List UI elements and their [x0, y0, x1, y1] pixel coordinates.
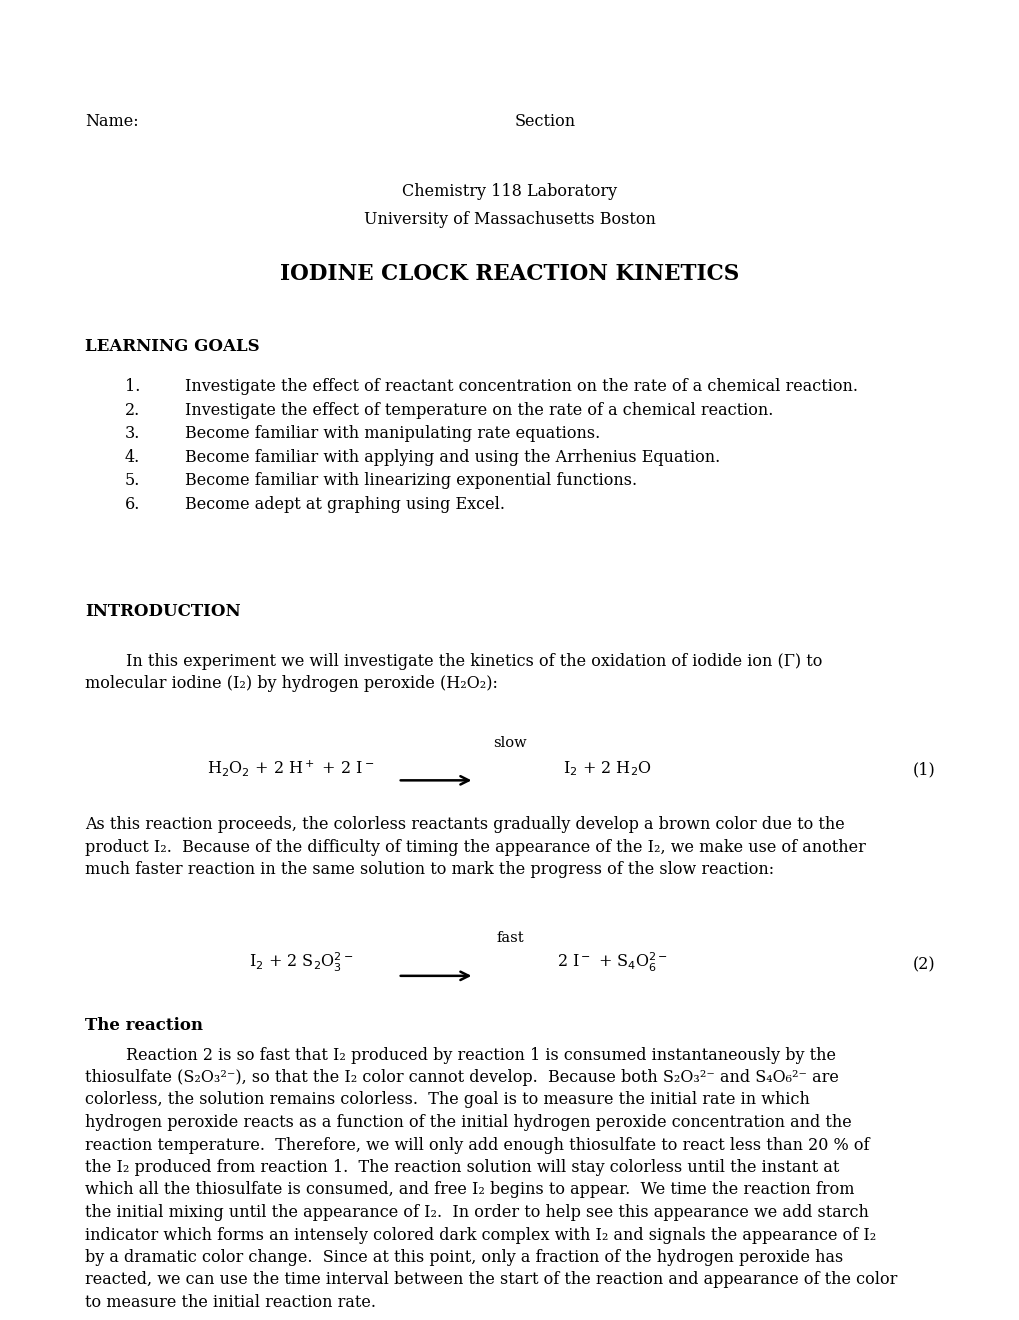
Text: The reaction: The reaction — [85, 1016, 203, 1034]
Text: by a dramatic color change.  Since at this point, only a fraction of the hydroge: by a dramatic color change. Since at thi… — [85, 1249, 843, 1266]
Text: 1.: 1. — [125, 378, 141, 395]
Text: reaction temperature.  Therefore, we will only add enough thiosulfate to react l: reaction temperature. Therefore, we will… — [85, 1137, 868, 1154]
Text: the I₂ produced from reaction 1.  The reaction solution will stay colorless unti: the I₂ produced from reaction 1. The rea… — [85, 1159, 839, 1176]
Text: product I₂.  Because of the difficulty of timing the appearance of the I₂, we ma: product I₂. Because of the difficulty of… — [85, 838, 865, 855]
Text: Reaction 2 is so fast that I₂ produced by reaction 1 is consumed instantaneously: Reaction 2 is so fast that I₂ produced b… — [85, 1047, 836, 1064]
Text: Become adept at graphing using Excel.: Become adept at graphing using Excel. — [184, 495, 504, 512]
Text: (2): (2) — [911, 957, 934, 974]
Text: Become familiar with linearizing exponential functions.: Become familiar with linearizing exponen… — [184, 473, 637, 488]
Text: Become familiar with applying and using the Arrhenius Equation.: Become familiar with applying and using … — [184, 449, 719, 466]
Text: much faster reaction in the same solution to mark the progress of the slow react: much faster reaction in the same solutio… — [85, 861, 773, 878]
Text: Name:: Name: — [85, 114, 139, 129]
Text: colorless, the solution remains colorless.  The goal is to measure the initial r: colorless, the solution remains colorles… — [85, 1092, 809, 1109]
Text: indicator which forms an intensely colored dark complex with I₂ and signals the : indicator which forms an intensely color… — [85, 1226, 875, 1243]
Text: 3.: 3. — [125, 425, 141, 442]
Text: Investigate the effect of temperature on the rate of a chemical reaction.: Investigate the effect of temperature on… — [184, 401, 772, 418]
Text: I$_2$ + 2 S$_2$O$_3^{2-}$: I$_2$ + 2 S$_2$O$_3^{2-}$ — [249, 950, 353, 974]
Text: 6.: 6. — [125, 495, 141, 512]
Text: Section: Section — [515, 114, 576, 129]
Text: As this reaction proceeds, the colorless reactants gradually develop a brown col: As this reaction proceeds, the colorless… — [85, 816, 844, 833]
Text: which all the thiosulfate is consumed, and free I₂ begins to appear.  We time th: which all the thiosulfate is consumed, a… — [85, 1181, 854, 1199]
Text: H$_2$O$_2$ + 2 H$^+$ + 2 I$^-$: H$_2$O$_2$ + 2 H$^+$ + 2 I$^-$ — [207, 758, 374, 777]
Text: Chemistry 118 Laboratory: Chemistry 118 Laboratory — [403, 183, 616, 201]
Text: In this experiment we will investigate the kinetics of the oxidation of iodide i: In this experiment we will investigate t… — [85, 653, 821, 671]
Text: (1): (1) — [911, 762, 934, 777]
Text: 2.: 2. — [125, 401, 141, 418]
Text: LEARNING GOALS: LEARNING GOALS — [85, 338, 260, 355]
Text: reacted, we can use the time interval between the start of the reaction and appe: reacted, we can use the time interval be… — [85, 1271, 897, 1288]
Text: thiosulfate (S₂O₃²⁻), so that the I₂ color cannot develop.  Because both S₂O₃²⁻ : thiosulfate (S₂O₃²⁻), so that the I₂ col… — [85, 1069, 838, 1086]
Text: 5.: 5. — [125, 473, 141, 488]
Text: 2 I$^-$ + S$_4$O$_6^{2-}$: 2 I$^-$ + S$_4$O$_6^{2-}$ — [556, 950, 666, 974]
Text: the initial mixing until the appearance of I₂.  In order to help see this appear: the initial mixing until the appearance … — [85, 1204, 868, 1221]
Text: slow: slow — [493, 737, 526, 750]
Text: fast: fast — [495, 932, 524, 945]
Text: INTRODUCTION: INTRODUCTION — [85, 603, 240, 620]
Text: I$_2$ + 2 H$_2$O: I$_2$ + 2 H$_2$O — [562, 759, 650, 777]
Text: hydrogen peroxide reacts as a function of the initial hydrogen peroxide concentr: hydrogen peroxide reacts as a function o… — [85, 1114, 851, 1131]
Text: IODINE CLOCK REACTION KINETICS: IODINE CLOCK REACTION KINETICS — [280, 263, 739, 285]
Text: University of Massachusetts Boston: University of Massachusetts Boston — [364, 211, 655, 228]
Text: molecular iodine (I₂) by hydrogen peroxide (H₂O₂):: molecular iodine (I₂) by hydrogen peroxi… — [85, 676, 497, 693]
Text: to measure the initial reaction rate.: to measure the initial reaction rate. — [85, 1294, 376, 1311]
Text: Investigate the effect of reactant concentration on the rate of a chemical react: Investigate the effect of reactant conce… — [184, 378, 857, 395]
Text: Become familiar with manipulating rate equations.: Become familiar with manipulating rate e… — [184, 425, 599, 442]
Text: 4.: 4. — [125, 449, 141, 466]
